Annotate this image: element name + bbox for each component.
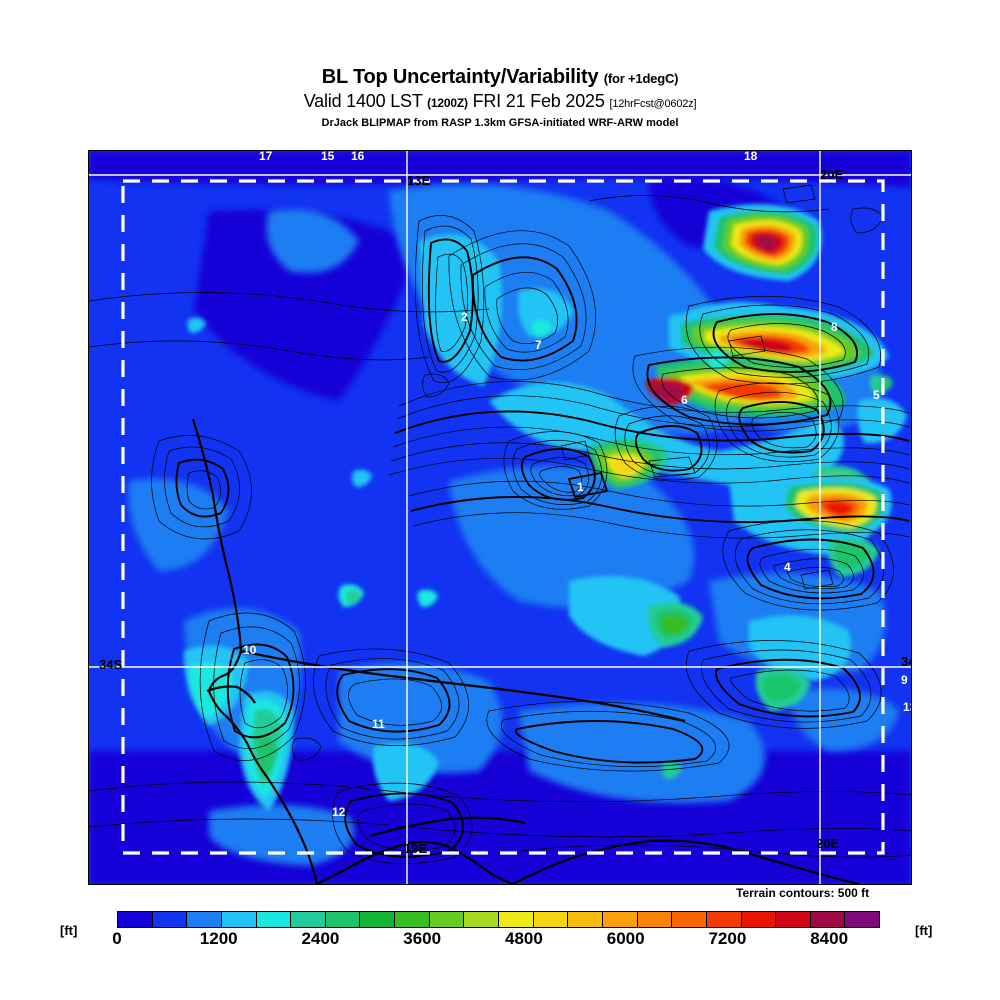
unit-label-right: [ft] [915, 923, 933, 938]
lon-label: 19E [404, 841, 427, 856]
colorbar-swatch-5 [291, 912, 326, 927]
lon-label: 13E [407, 173, 430, 188]
colorbar-swatch-7 [360, 912, 396, 927]
colorbar-swatch-12 [533, 912, 569, 927]
waypoint-label: 6 [681, 393, 688, 407]
title-line-2: Valid 1400 LST (1200Z) FRI 21 Feb 2025 [… [0, 90, 1000, 115]
colorbar-tick-label: 0 [112, 929, 122, 948]
colorbar-tick-label: 4800 [505, 929, 543, 948]
title-line-1: BL Top Uncertainty/Variability (for +1de… [0, 66, 1000, 90]
colorbar-swatch-3 [221, 912, 257, 927]
colorbar-swatch-21 [845, 912, 880, 927]
colorbar-swatch-16 [672, 912, 707, 927]
colorbar-swatch-0 [118, 912, 153, 927]
grid-number: 15 [321, 151, 335, 163]
colorbar-tick-label: 2400 [301, 929, 340, 948]
waypoint-label: 7 [535, 338, 542, 352]
colorbar-swatch-10 [464, 912, 500, 927]
colorbar-swatch-2 [187, 912, 222, 927]
blipmap-field: 13E 20E 19E 20E 34S 34S 17 15 16 18 1 2 … [89, 151, 911, 884]
waypoint-label: 2 [461, 310, 468, 324]
colorbar-tick-label: 7200 [708, 929, 747, 948]
colorbar-legend: [ft] 0 1200 2400 3600 4800 6000 7200 8400 [ft] [0, 905, 1000, 955]
colorbar-swatch-15 [637, 912, 673, 927]
colorbar-swatch-13 [568, 912, 603, 927]
map-plot-area[interactable]: 13E 20E 19E 20E 34S 34S 17 15 16 18 1 2 … [88, 150, 912, 885]
colorbar-swatch-11 [499, 912, 534, 927]
colorbar-ticks: 0 1200 2400 3600 4800 6000 7200 8400 [112, 929, 880, 953]
colorbar-swatch-9 [429, 912, 465, 927]
lat-label: 34S [99, 657, 122, 672]
terrain-contours [89, 184, 911, 865]
colorbar-swatch-14 [602, 912, 638, 927]
waypoint-label: 12 [332, 805, 346, 819]
terrain-contour-note: Terrain contours: 500 ft [736, 886, 870, 900]
grid-number: 18 [744, 151, 758, 163]
waypoint-label: 8 [831, 320, 838, 334]
colorbar-swatches [117, 911, 880, 928]
grid-lines [89, 151, 911, 884]
title-suffix: (for +1degC) [603, 71, 679, 86]
forecast-tag: [12hrFcst@0602z] [609, 98, 697, 110]
valid-time: Valid 1400 LST [303, 91, 423, 111]
model-source: DrJack BLIPMAP from RASP 1.3km GFSA-init… [321, 117, 679, 129]
map-labels: 13E 20E 19E 20E 34S 34S 17 15 16 18 1 2 … [99, 151, 911, 856]
colorbar-tick-label: 6000 [606, 929, 645, 948]
unit-label-left: [ft] [60, 923, 78, 938]
waypoint-label: 5 [873, 388, 880, 402]
colorbar-swatch-17 [706, 912, 742, 927]
colorbar-tick-label: 1200 [199, 929, 238, 948]
colorbar-swatch-19 [776, 912, 811, 927]
waypoint-label: 4 [784, 560, 791, 574]
colorbar-swatch-1 [152, 912, 188, 927]
waypoint-label: 10 [243, 643, 257, 657]
waypoint-label: 13 [903, 700, 911, 714]
waypoint-label: 1 [577, 480, 584, 494]
hotspot-peak-a [703, 203, 822, 281]
colorbar-swatch-18 [741, 912, 777, 927]
colorbar-swatch-6 [325, 912, 361, 927]
coastline [191, 418, 860, 884]
coastal-green-patch [239, 691, 294, 811]
colorbar-swatch-20 [810, 912, 846, 927]
title-main: BL Top Uncertainty/Variability [321, 66, 599, 88]
chart-title-block: BL Top Uncertainty/Variability (for +1de… [0, 66, 1000, 131]
colorbar-swatch-4 [256, 912, 292, 927]
valid-date: FRI 21 Feb 2025 [472, 91, 605, 111]
colorbar-swatch-8 [395, 912, 430, 927]
waypoint-label: 9 [901, 673, 908, 687]
colorbar-tick-label: 3600 [403, 929, 442, 948]
waypoint-label: 11 [372, 717, 385, 731]
lon-label: 20E [820, 167, 843, 182]
scattered-flecks [187, 317, 893, 779]
grid-number: 16 [351, 151, 365, 163]
lon-label: 20E [816, 836, 839, 851]
model-domain-boundary [121, 179, 885, 855]
valid-time-zulu: (1200Z) [427, 96, 468, 110]
lat-label: 34S [901, 654, 911, 669]
colorbar-tick-label: 8400 [810, 929, 849, 948]
grid-number: 17 [259, 151, 273, 163]
